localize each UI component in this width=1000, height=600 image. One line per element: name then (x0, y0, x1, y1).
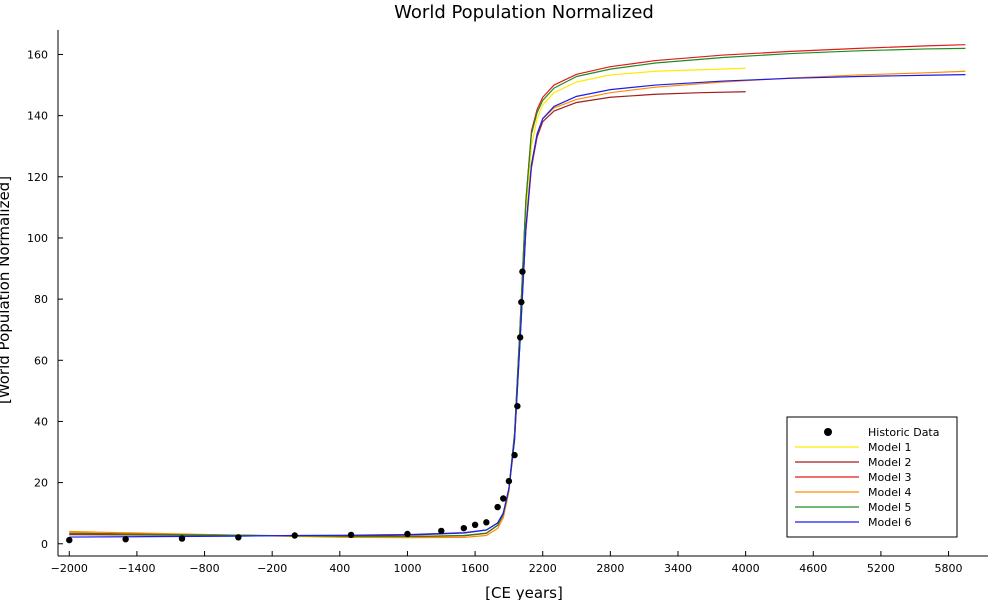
historic-data-point (471, 521, 479, 529)
historic-data-point (235, 534, 242, 541)
historic-data-point (404, 530, 411, 538)
historic-data-point (291, 532, 298, 539)
y-tick-label: 60 (34, 354, 48, 367)
historic-data-point (460, 524, 468, 532)
series-line-model-2 (69, 91, 746, 537)
historic-data-point (438, 527, 445, 535)
x-tick-label: 5800 (935, 562, 963, 575)
historic-data-point (347, 531, 355, 539)
legend-label: Model 6 (868, 516, 912, 529)
historic-data-point (516, 334, 524, 341)
x-tick-label: 1600 (461, 562, 489, 575)
x-tick-label: 5200 (867, 562, 895, 575)
legend-label: Model 3 (868, 471, 912, 484)
legend-label: Historic Data (868, 426, 940, 439)
historic-data-point (518, 298, 525, 306)
y-tick-label: 120 (27, 171, 48, 184)
historic-data-point (519, 268, 526, 275)
legend: Historic Data Model 1 Model 2 Model 3 Model … (786, 416, 958, 538)
y-tick-label: 80 (34, 293, 48, 306)
y-tick-label: 140 (27, 110, 48, 123)
legend-label: Model 5 (868, 501, 912, 514)
x-tick-label: −1400 (118, 562, 155, 575)
y-tick-label: 0 (41, 538, 48, 551)
historic-points-layer (66, 268, 526, 544)
x-tick-label: 2200 (529, 562, 557, 575)
historic-data-point (122, 535, 129, 543)
x-tick-label: −2000 (51, 562, 88, 575)
historic-data-point (178, 535, 186, 542)
historic-data-point (500, 495, 507, 502)
legend-label: Model 2 (868, 456, 912, 469)
legend-marker-historic (824, 428, 832, 436)
series-line-model-1 (69, 67, 746, 538)
x-tick-label: 400 (329, 562, 350, 575)
x-tick-label: 4000 (732, 562, 760, 575)
legend-label: Model 4 (868, 486, 912, 499)
historic-data-point (483, 519, 490, 526)
x-tick-label: −200 (257, 562, 287, 575)
y-tick-label: 40 (34, 415, 48, 428)
y-tick-label: 20 (34, 477, 48, 490)
x-tick-label: 4600 (799, 562, 827, 575)
legend-label: Model 1 (868, 441, 912, 454)
historic-data-point (514, 402, 521, 410)
x-tick-label: 3400 (664, 562, 692, 575)
y-axis-label: [World Population Normalized] (0, 176, 13, 404)
y-tick-label: 100 (27, 232, 48, 245)
x-tick-label: 1000 (393, 562, 421, 575)
axes-layer: −2000 −1400 −800 −200 400 1000 1600 2200 2800 340… (27, 30, 988, 575)
x-tick-label: −800 (189, 562, 219, 575)
y-tick-label: 160 (27, 48, 48, 61)
x-axis-label: [CE years] (485, 584, 563, 600)
historic-data-point (505, 477, 513, 485)
x-tick-label: 2800 (596, 562, 624, 575)
chart-title: World Population Normalized (394, 2, 654, 23)
historic-data-point (494, 503, 501, 511)
historic-data-point (66, 536, 73, 544)
historic-data-point (511, 451, 518, 459)
